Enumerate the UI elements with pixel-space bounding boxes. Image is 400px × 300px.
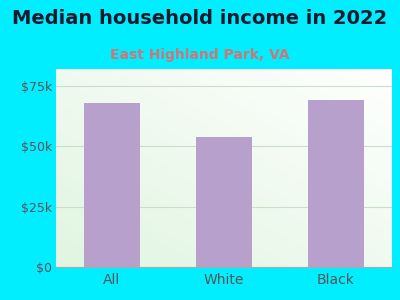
Text: Median household income in 2022: Median household income in 2022: [12, 9, 388, 28]
Text: East Highland Park, VA: East Highland Park, VA: [110, 48, 290, 62]
Bar: [196, 136, 252, 267]
Bar: [84, 103, 140, 267]
Bar: [308, 100, 364, 267]
